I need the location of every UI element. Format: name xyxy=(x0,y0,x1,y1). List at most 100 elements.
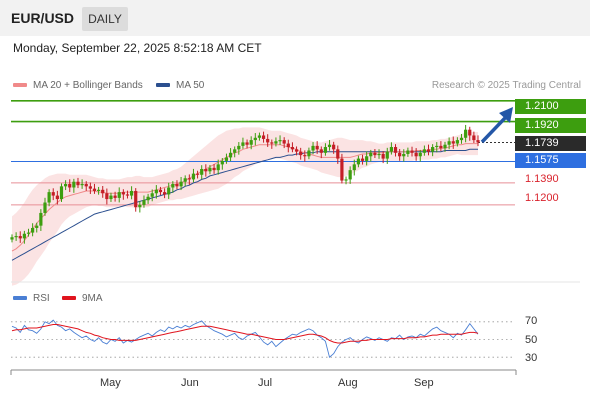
rsi-legend-item-rsi: RSI xyxy=(13,293,50,304)
candle-body xyxy=(146,196,150,201)
legend-item-ma20-bb: MA 20 + Bollinger Bands xyxy=(13,80,143,91)
candle-body xyxy=(422,149,426,153)
candle-body xyxy=(406,150,410,154)
candle-body xyxy=(138,204,142,208)
candle-body xyxy=(88,186,92,189)
candle-body xyxy=(340,158,344,181)
candle-body xyxy=(356,158,361,165)
candle-body xyxy=(381,153,385,159)
candle-body xyxy=(64,184,68,187)
ma20-line-path xyxy=(11,143,478,252)
candle-body xyxy=(237,145,241,150)
candle-body xyxy=(270,142,274,144)
time-axis xyxy=(10,281,580,375)
candle-body xyxy=(228,152,233,158)
legend-label-ma20: MA 20 + Bollinger Bands xyxy=(33,80,143,91)
9ma-line xyxy=(11,324,479,344)
candle-body xyxy=(72,181,76,188)
candle-body xyxy=(472,135,476,141)
candle-body xyxy=(150,193,154,197)
candle-body xyxy=(129,190,134,196)
candle-body xyxy=(266,138,270,143)
rsi-legend-swatch xyxy=(13,296,27,301)
candle-body xyxy=(426,149,431,152)
rsi-legend-item-9ma: 9MA xyxy=(62,293,103,304)
candle-body xyxy=(344,179,348,181)
candle-body xyxy=(410,150,414,153)
rsi-line xyxy=(11,319,479,359)
candle-body xyxy=(418,152,422,157)
candle-body xyxy=(332,144,336,150)
rsi-tick-30: 30 xyxy=(525,352,538,364)
candle-body xyxy=(373,152,377,156)
candle-body xyxy=(290,147,295,150)
candle-body xyxy=(59,186,64,200)
rsi-tick-50: 50 xyxy=(525,334,538,346)
candle-body xyxy=(117,192,121,198)
candle-body xyxy=(261,135,266,139)
candle-body xyxy=(389,147,393,152)
level-label-resistance-1: 1.1920 xyxy=(515,118,586,133)
candle-body xyxy=(398,152,402,157)
candle-body xyxy=(47,192,51,203)
candle-body xyxy=(319,149,323,153)
candle-body xyxy=(299,151,303,156)
candle-body xyxy=(179,181,183,187)
candle-body xyxy=(191,173,196,180)
rsi-legend-label: RSI xyxy=(33,293,50,304)
bollinger-band-fill xyxy=(12,127,478,286)
candles xyxy=(10,124,480,244)
candle-body xyxy=(274,141,278,144)
candle-body xyxy=(459,137,464,141)
candle-body xyxy=(303,155,307,157)
candle-body xyxy=(10,237,14,240)
candle-body xyxy=(476,140,480,143)
ma20-line xyxy=(11,143,478,252)
candle-body xyxy=(360,158,365,161)
candle-body xyxy=(134,190,138,208)
candle-body xyxy=(183,178,187,182)
candle-body xyxy=(39,212,43,226)
candle-body xyxy=(315,145,319,150)
candle-body xyxy=(171,184,175,188)
candle-body xyxy=(204,169,208,172)
candle-body xyxy=(113,195,117,198)
candle-body xyxy=(352,164,356,171)
candle-body xyxy=(443,144,447,149)
chart-timestamp: Monday, September 22, 2025 8:52:18 AM CE… xyxy=(13,41,262,55)
candle-body xyxy=(468,129,472,136)
candle-body xyxy=(431,147,435,152)
candle-body xyxy=(393,147,398,153)
candle-body xyxy=(464,129,468,138)
candle-body xyxy=(402,153,406,157)
candle-body xyxy=(451,141,455,144)
candle-body xyxy=(336,149,340,159)
candle-body xyxy=(208,167,212,172)
candle-body xyxy=(175,184,179,187)
level-label-support-2: 1.1200 xyxy=(525,192,559,204)
candle-body xyxy=(435,145,439,148)
candle-body xyxy=(84,184,88,187)
candle-body xyxy=(257,135,262,138)
rsi-panel xyxy=(11,319,515,359)
legend-swatch-ma20 xyxy=(13,83,27,88)
level-label-pivot: 1.1575 xyxy=(515,153,586,168)
candle-body xyxy=(282,140,286,144)
candle-body xyxy=(68,184,72,188)
timeframe-tab-daily[interactable]: DAILY xyxy=(82,7,128,31)
candle-body xyxy=(121,192,125,195)
9ma-legend-swatch xyxy=(62,296,76,301)
candle-body xyxy=(241,142,245,146)
level-label-support-1: 1.1390 xyxy=(525,173,559,185)
candle-body xyxy=(105,193,109,200)
candle-body xyxy=(154,189,158,194)
legend-item-ma50: MA 50 xyxy=(156,80,204,91)
candle-body xyxy=(245,142,249,145)
candle-body xyxy=(253,137,257,141)
candle-body xyxy=(101,189,105,194)
candle-body xyxy=(195,173,200,175)
candle-body xyxy=(109,195,113,200)
candle-body xyxy=(212,167,216,171)
candle-body xyxy=(307,150,311,157)
